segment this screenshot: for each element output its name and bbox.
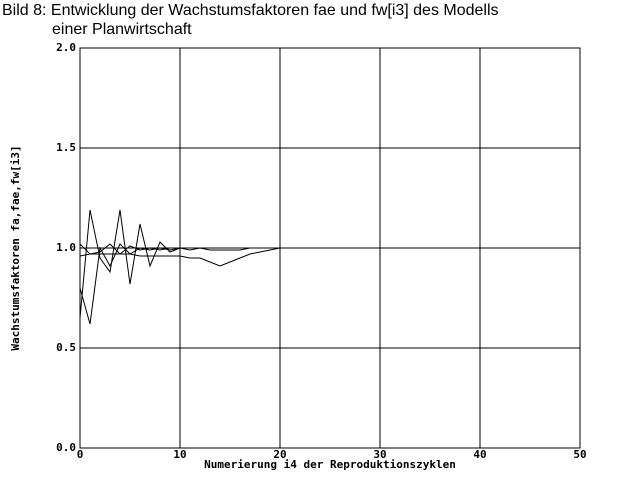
chart-title: einer Planwirtschaft — [52, 21, 192, 38]
x-tick-label: 20 — [273, 448, 286, 461]
chart-title: Bild 8: Entwicklung der Wachstumsfaktore… — [2, 2, 499, 19]
series-line — [79, 243, 580, 255]
y-tick-label: 2.0 — [56, 41, 76, 54]
x-tick-label: 30 — [373, 448, 386, 461]
series-line — [79, 209, 580, 319]
series-line — [79, 247, 580, 267]
x-tick-label: 0 — [77, 448, 84, 461]
x-axis-label: Numerierung i4 der Reproduktionszyklen — [204, 458, 456, 471]
x-tick-label: 40 — [473, 448, 486, 461]
y-tick-label: 1.0 — [56, 241, 76, 254]
y-tick-label: 1.5 — [56, 141, 76, 154]
y-axis-label: Wachstumsfaktoren fa,fae,fw[i3] — [9, 145, 22, 350]
x-tick-label: 50 — [573, 448, 586, 461]
y-tick-label: 0.5 — [56, 341, 76, 354]
x-tick-label: 10 — [173, 448, 186, 461]
y-tick-label: 0.0 — [56, 441, 76, 454]
